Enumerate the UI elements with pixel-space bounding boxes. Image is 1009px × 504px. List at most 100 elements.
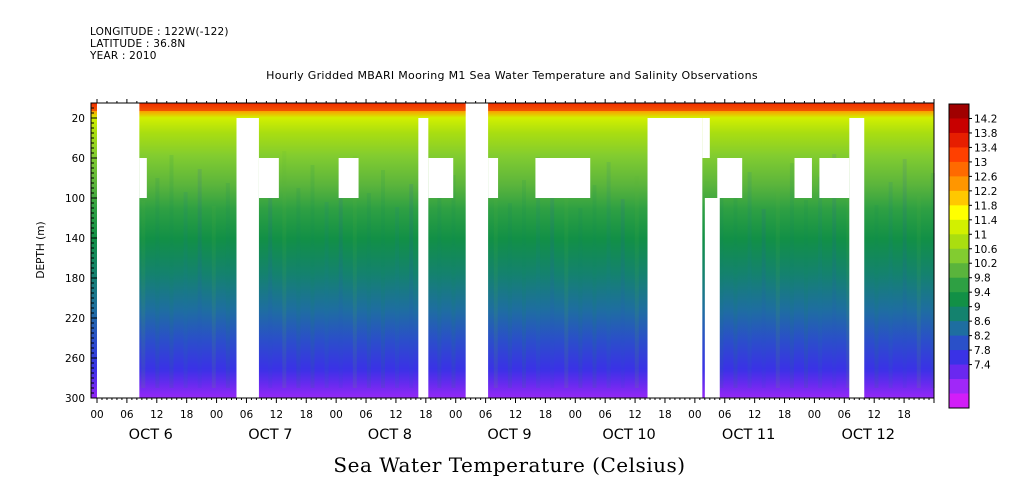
missing-data-gap [647, 118, 703, 398]
variability-streak [451, 175, 456, 388]
variability-streak [818, 177, 823, 388]
variability-streak [719, 158, 724, 388]
missing-data-gap [465, 103, 489, 398]
latitude-label: LATITUDE : 36.8N [90, 38, 186, 50]
x-hour-label: 18 [300, 409, 313, 421]
colorbar-swatch [949, 176, 969, 192]
y-tick-label: 300 [65, 393, 85, 405]
colorbar-label: 12.6 [974, 171, 998, 183]
missing-data-gap [849, 118, 865, 398]
colorbar-label: 9.4 [974, 287, 991, 299]
variability-streak [352, 156, 357, 388]
missing-data-gap [702, 118, 710, 158]
x-hour-label: 12 [628, 409, 641, 421]
colorbar-label: 7.4 [974, 360, 991, 372]
missing-data-gap [258, 158, 279, 198]
missing-data-gap [428, 158, 454, 198]
year-label: YEAR : 2010 [90, 50, 157, 62]
x-hour-label: 06 [598, 409, 612, 421]
colorbar-label: 12.2 [974, 186, 997, 198]
y-tick-label: 60 [72, 153, 85, 165]
y-tick-label: 260 [65, 353, 85, 365]
variability-streak [761, 209, 766, 388]
y-tick-label: 20 [72, 113, 85, 125]
variability-streak [493, 166, 498, 388]
x-hour-label: 12 [509, 409, 522, 421]
plot-area [91, 103, 934, 398]
colorbar: 14.2 13.8 13.4 13 12.6 12.2 11.8 11.4 11 10.6 10.2… [948, 103, 998, 409]
colorbar-label: 7.8 [974, 345, 991, 357]
x-hour-label: 18 [778, 409, 791, 421]
variability-streak [381, 170, 385, 388]
variability-streak [225, 183, 230, 388]
colorbar-swatch [949, 379, 969, 394]
variability-streak [888, 182, 893, 388]
variability-streak [310, 165, 315, 388]
colorbar-swatch [949, 205, 969, 221]
colorbar-label: 11 [974, 229, 987, 241]
variability-streak [507, 203, 512, 388]
x-hour-label: 18 [897, 409, 910, 421]
y-axis: 20 60 100 140 180 220 260 300 [65, 99, 935, 405]
colorbar-label: 11.4 [974, 215, 998, 227]
x-hour-label: 06 [479, 409, 493, 421]
longitude-label: LONGITUDE : 122W(-122) [90, 26, 229, 38]
missing-data-gap [418, 118, 429, 398]
colorbar-title: Sea Water Temperature (Celsius) [333, 453, 686, 477]
variability-streak [395, 207, 400, 388]
colorbar-label: 10.2 [974, 258, 997, 270]
y-tick-label: 220 [65, 313, 85, 325]
x-hour-label: 18 [658, 409, 671, 421]
variability-streak [155, 178, 160, 388]
variability-streak [620, 199, 625, 388]
missing-data-gap [819, 158, 850, 198]
colorbar-swatch [949, 190, 969, 206]
x-day-label: OCT 6 [129, 427, 173, 443]
y-axis-label: DEPTH (m) [35, 221, 47, 278]
x-hour-label: 00 [329, 409, 342, 421]
x-day-label: OCT 12 [841, 427, 894, 443]
variability-streak [141, 201, 146, 388]
x-hour-label: 06 [718, 409, 732, 421]
variability-streak [564, 171, 569, 388]
x-hour-label: 18 [180, 409, 193, 421]
variability-streak [789, 163, 794, 388]
variability-streak [634, 176, 639, 388]
x-hour-label: 00 [808, 409, 821, 421]
colorbar-swatch [949, 306, 969, 322]
x-day-label: OCT 10 [602, 427, 655, 443]
x-hour-label: 00 [688, 409, 701, 421]
colorbar-swatch [949, 104, 969, 119]
plot-frame [90, 102, 935, 399]
variability-streak [409, 184, 414, 388]
missing-data-gap [236, 118, 259, 398]
x-axis: 00 06 12 18 OCT 6 00 06 12 18 OCT 7 00 06 12 18 OCT 8 0… [90, 398, 935, 443]
variability-streak [550, 194, 555, 388]
chart-title: Hourly Gridded MBARI Mooring M1 Sea Wate… [266, 69, 758, 82]
variability-streak [197, 169, 202, 388]
x-hour-label: 12 [270, 409, 283, 421]
colorbar-swatch [949, 219, 969, 235]
variability-streak [282, 151, 287, 388]
variability-streak [804, 200, 808, 388]
missing-data-gap [338, 158, 359, 198]
x-hour-label: 12 [389, 409, 402, 421]
x-hour-label: 00 [449, 409, 462, 421]
x-day-label: OCT 8 [368, 427, 412, 443]
surface-warm-layer [91, 103, 934, 111]
colorbar-swatch [949, 263, 969, 279]
y-tick-label: 180 [65, 273, 85, 285]
variability-streak [733, 195, 738, 388]
variability-streak [846, 191, 851, 388]
variability-streak [916, 196, 921, 388]
colorbar-swatch [949, 277, 969, 293]
variability-streak [522, 180, 526, 388]
variability-streak [874, 205, 879, 388]
x-hour-label: 12 [868, 409, 881, 421]
deep-cold-layer [91, 370, 934, 398]
colorbar-swatch [949, 234, 969, 250]
colorbar-swatch [949, 350, 969, 365]
missing-data-gaps [97, 103, 865, 398]
colorbar-label: 9 [974, 302, 981, 314]
x-hour-label: 12 [150, 409, 163, 421]
